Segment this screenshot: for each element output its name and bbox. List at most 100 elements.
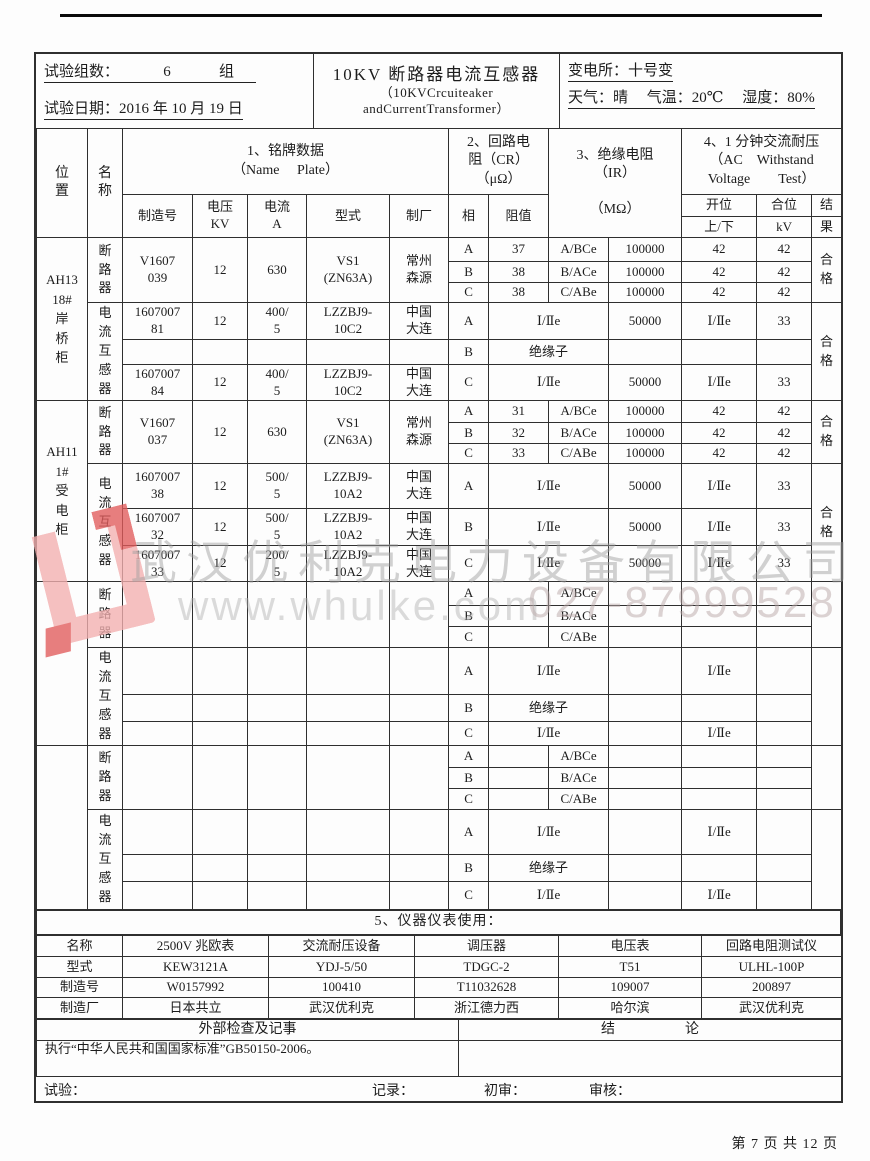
- instrument-row-label: 制造号: [36, 977, 123, 998]
- ir-value-cell: 100000: [608, 422, 683, 444]
- current-cell: [247, 339, 307, 365]
- model-cell: [306, 745, 390, 810]
- model-cell: VS1 (ZN63A): [306, 400, 390, 464]
- ir-value-cell: [608, 626, 683, 648]
- open-test-cell: Ⅰ/Ⅱe: [681, 545, 758, 582]
- instrument-maker: 浙江德力西: [414, 997, 559, 1019]
- serial-cell: [122, 745, 193, 810]
- model-cell: [306, 854, 390, 882]
- ir-value-cell: 100000: [608, 237, 683, 262]
- close-test-cell: 42: [756, 422, 813, 444]
- close-test-cell: 33: [756, 545, 813, 582]
- ir-value-cell: [608, 581, 683, 606]
- maker-cell: [388, 581, 450, 648]
- maker-cell: 常州 森源: [388, 237, 450, 303]
- test-group-line: 试验组数： 6 组: [44, 60, 257, 83]
- ir-label-cell: B/ACe: [548, 261, 610, 283]
- instrument-maker: 武汉优利克: [701, 997, 842, 1019]
- serial-cell: [122, 881, 193, 910]
- col-header-open-sub: 上/下: [681, 216, 758, 238]
- ir-value-cell: [608, 721, 683, 746]
- maker-cell: 中国 大连: [388, 302, 450, 340]
- serial-cell: [122, 854, 193, 882]
- maker-cell: 常州 森源: [388, 400, 450, 464]
- close-test-cell: 33: [756, 463, 813, 509]
- cr-value-cell: 38: [488, 261, 550, 283]
- ir-label-cell: A/BCe: [548, 237, 610, 262]
- cr-value-cell: [488, 745, 550, 768]
- open-test-cell: Ⅰ/Ⅱe: [681, 809, 758, 855]
- report-title: 10KV 断路器电流互感器: [332, 65, 541, 84]
- col-header-close-sub: kV: [756, 216, 813, 238]
- weather-line: 天气：晴 气温：20℃ 湿度：80%: [568, 86, 815, 109]
- instruments-table: 名称 2500V 兆欧表 交流耐压设备 调压器 电压表 回路电阻测试仪 型式 K…: [36, 935, 842, 1019]
- substation-line: 变电所：十号变: [568, 59, 674, 82]
- instrument-row-label: 制造厂: [36, 997, 123, 1019]
- phase-cell: A: [448, 237, 490, 262]
- model-cell: [306, 694, 390, 722]
- model-cell: LZZBJ9- 10A2: [306, 545, 390, 582]
- cr-value-cell: [488, 581, 550, 606]
- instrument-maker: 武汉优利克: [268, 997, 415, 1019]
- current-cell: 630: [247, 237, 307, 303]
- instrument-name: 交流耐压设备: [268, 935, 415, 957]
- current-cell: [247, 647, 307, 695]
- serial-cell: [122, 647, 193, 695]
- current-cell: 400/ 5: [247, 302, 307, 340]
- phase-cell: A: [448, 647, 490, 695]
- location-cell: AH13 18# 岸 桥 柜: [36, 237, 88, 401]
- page-number: 第 7 页 共 12 页: [731, 1137, 838, 1152]
- close-test-cell: 42: [756, 261, 813, 283]
- instrument-name: 2500V 兆欧表: [122, 935, 269, 957]
- result-cell: [811, 647, 843, 746]
- result-cell: 合 格: [811, 400, 843, 464]
- col-header-model: 型式: [306, 194, 390, 238]
- ir-value-cell: 100000: [608, 282, 683, 303]
- open-test-cell: [681, 745, 758, 768]
- test-date-label: 试验日期：: [44, 101, 120, 117]
- phase-cell: B: [448, 854, 490, 882]
- voltage-cell: [192, 809, 248, 855]
- model-cell: LZZBJ9- 10C2: [306, 302, 390, 340]
- signature-row: 试验： 记录： 初审： 审核：: [36, 1077, 841, 1101]
- serial-cell: V1607 037: [122, 400, 193, 464]
- phase-cell: A: [448, 809, 490, 855]
- close-test-cell: 33: [756, 364, 813, 401]
- instruments-title-row: 5、仪器仪表使用：: [36, 910, 841, 935]
- ir-value-cell: [608, 881, 683, 910]
- cr-value-cell: 37: [488, 237, 550, 262]
- close-test-cell: [756, 605, 813, 627]
- test-group-label: 试验组数：: [44, 64, 120, 80]
- col-header-serial: 制造号: [122, 194, 193, 238]
- close-test-cell: [756, 809, 813, 855]
- instrument-maker: 哈尔滨: [558, 997, 702, 1019]
- close-test-cell: 33: [756, 508, 813, 546]
- phase-cell: B: [448, 694, 490, 722]
- instrument-name: 调压器: [414, 935, 559, 957]
- result-cell: 合 格: [811, 302, 843, 401]
- instrument-serial: W0157992: [122, 977, 269, 998]
- current-cell: [247, 881, 307, 910]
- col-header-name: 名 称: [87, 128, 123, 238]
- current-cell: [247, 809, 307, 855]
- voltage-cell: [192, 721, 248, 746]
- phase-cell: B: [448, 605, 490, 627]
- serial-cell: V1607 039: [122, 237, 193, 303]
- serial-cell: [122, 694, 193, 722]
- voltage-cell: 12: [192, 545, 248, 582]
- col-header-cr-value: 阻值: [488, 194, 550, 238]
- equipment-name-cell: 断 路 器: [87, 581, 123, 648]
- phase-cell: C: [448, 788, 490, 810]
- ir-label-cell: C/ABe: [548, 626, 610, 648]
- model-cell: [306, 647, 390, 695]
- test-group-value: 6: [163, 64, 171, 80]
- voltage-cell: [192, 881, 248, 910]
- ir-label-cell: B/ACe: [548, 422, 610, 444]
- col-header-result-top: 结: [811, 194, 843, 217]
- result-cell: [811, 809, 843, 910]
- serial-cell: [122, 581, 193, 648]
- instrument-serial: 109007: [558, 977, 702, 998]
- maker-cell: [388, 694, 450, 722]
- location-cell: [36, 581, 88, 746]
- phase-cell: A: [448, 581, 490, 606]
